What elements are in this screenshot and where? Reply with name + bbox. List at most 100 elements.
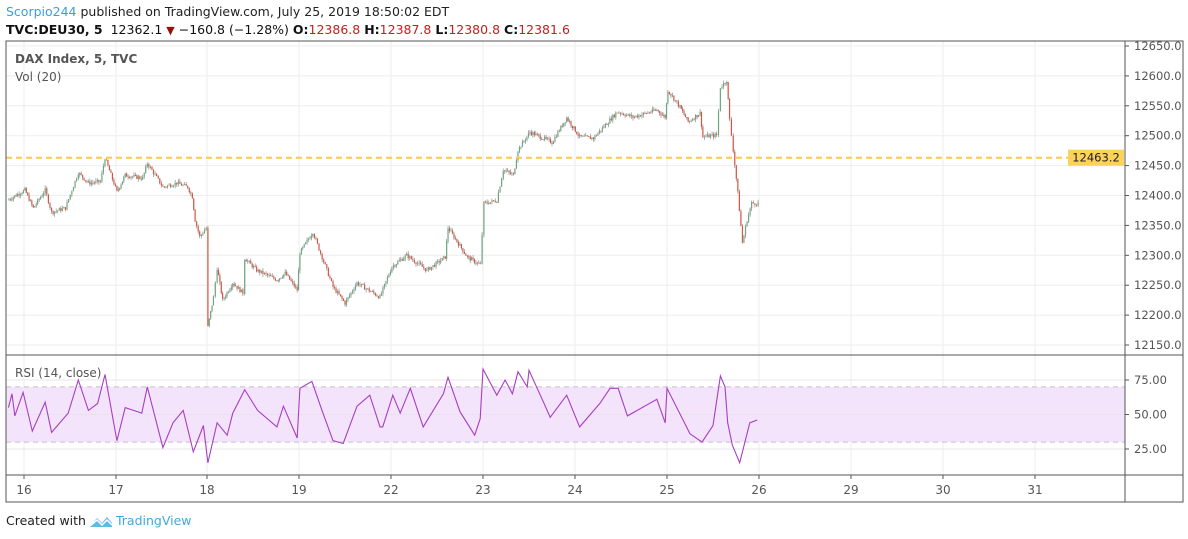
candle xyxy=(40,197,42,200)
candle xyxy=(263,272,266,274)
candle xyxy=(506,170,509,172)
candle xyxy=(741,226,744,243)
candle xyxy=(545,136,547,139)
candle xyxy=(208,318,210,326)
candle xyxy=(299,254,301,271)
candle xyxy=(34,206,36,208)
candle xyxy=(563,123,565,127)
candle xyxy=(499,186,501,193)
candle xyxy=(476,262,478,264)
candle xyxy=(156,174,158,177)
candle xyxy=(223,298,225,299)
candle xyxy=(667,91,669,104)
candle xyxy=(404,255,406,259)
candle xyxy=(600,130,602,132)
candle xyxy=(752,202,754,204)
candle xyxy=(342,298,345,301)
candle xyxy=(323,259,325,263)
candle xyxy=(345,299,348,305)
candle xyxy=(395,264,397,267)
candle xyxy=(592,137,594,140)
candle xyxy=(598,130,600,134)
candle xyxy=(579,134,581,136)
candle xyxy=(624,115,626,117)
candle xyxy=(716,133,718,135)
author-link[interactable]: Scorpio244 xyxy=(6,4,77,19)
candle xyxy=(31,200,33,205)
candle xyxy=(644,112,646,114)
candle xyxy=(205,227,207,231)
candle xyxy=(400,259,402,261)
candle xyxy=(302,247,304,249)
candle xyxy=(152,169,155,175)
candle xyxy=(626,114,628,117)
candle xyxy=(55,211,57,212)
candle xyxy=(216,269,218,283)
candle xyxy=(24,188,26,191)
candle xyxy=(492,200,495,202)
candle xyxy=(74,180,76,188)
candle xyxy=(19,194,22,196)
candle xyxy=(416,263,419,265)
x-tick-label: 26 xyxy=(751,483,766,497)
candle xyxy=(212,296,215,306)
candle xyxy=(271,276,273,277)
candle xyxy=(557,131,559,137)
candle xyxy=(479,263,481,265)
candle xyxy=(567,117,569,121)
candle xyxy=(619,112,622,114)
candle xyxy=(595,135,597,137)
candle xyxy=(84,180,87,182)
candle xyxy=(724,82,726,84)
candle xyxy=(68,199,70,203)
candle xyxy=(693,119,695,121)
candle xyxy=(242,289,244,295)
candle xyxy=(475,262,477,264)
candle xyxy=(549,139,552,143)
candle xyxy=(92,182,94,184)
created-with-text: Created with xyxy=(6,513,86,528)
candle xyxy=(618,112,620,114)
candle xyxy=(463,251,465,254)
candle xyxy=(462,248,464,252)
price-axis-label: 12200.0 xyxy=(1134,308,1182,322)
candle xyxy=(450,230,452,232)
candle xyxy=(714,133,716,138)
candle xyxy=(28,194,30,201)
candle xyxy=(686,117,688,118)
candle xyxy=(136,175,138,179)
candle xyxy=(552,141,555,144)
candle xyxy=(107,160,109,166)
candle xyxy=(570,121,572,126)
candle xyxy=(174,182,176,186)
price-axis-label: 12650.0 xyxy=(1134,39,1182,53)
candle xyxy=(316,238,319,244)
candle xyxy=(670,93,672,96)
candle xyxy=(236,286,238,289)
candle xyxy=(424,268,426,271)
x-tick-label: 18 xyxy=(199,483,214,497)
candle xyxy=(386,277,389,282)
candle xyxy=(446,241,448,259)
candle xyxy=(15,195,17,197)
candle xyxy=(613,114,615,118)
candle xyxy=(154,174,156,175)
candle xyxy=(441,257,443,261)
x-tick-label: 22 xyxy=(383,483,398,497)
candle xyxy=(260,270,262,273)
candle xyxy=(224,296,227,299)
candle xyxy=(722,82,725,87)
candle xyxy=(459,244,461,246)
candle xyxy=(673,95,675,101)
tradingview-link[interactable]: TradingView xyxy=(115,513,192,528)
price-change: −160.8 (−1.28%) xyxy=(178,22,289,37)
candle xyxy=(438,260,440,263)
candle xyxy=(293,282,295,287)
candle xyxy=(145,166,147,173)
x-tick-label: 23 xyxy=(475,483,490,497)
candle xyxy=(444,256,446,259)
candle xyxy=(696,115,698,118)
candle xyxy=(47,194,49,204)
candle xyxy=(743,235,745,243)
